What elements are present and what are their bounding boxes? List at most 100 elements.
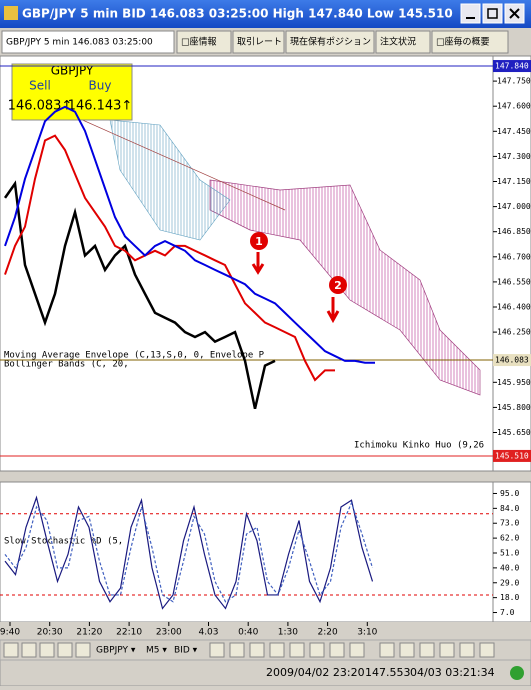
toolbar-button[interactable] — [75, 642, 91, 658]
toolbar-dropdown[interactable]: GBPJPY ▾ — [96, 646, 136, 656]
minimize[interactable] — [460, 3, 481, 24]
price-box-label: 147.840 — [495, 62, 529, 71]
price-box-label: 145.510 — [495, 451, 529, 460]
toolbar-button[interactable] — [439, 642, 455, 658]
price-box-label: 146.083 — [495, 356, 529, 365]
x-tick-label: 21:20 — [76, 628, 102, 638]
x-tick-label: 2:20 — [317, 628, 337, 638]
price-axis — [492, 55, 531, 472]
toolbar-button[interactable] — [479, 642, 495, 658]
y-tick-label: 146.400 — [497, 303, 531, 312]
connection-icon — [510, 666, 524, 680]
toolbar-button[interactable] — [229, 642, 245, 658]
x-tick-label: 23:00 — [156, 628, 182, 638]
marker-label: 2 — [334, 279, 342, 292]
price-line-series — [4, 105, 375, 364]
stoch-line — [4, 501, 374, 603]
marker — [329, 276, 347, 294]
tab[interactable] — [1, 30, 175, 54]
trend-line — [59, 109, 286, 211]
status-clock: 04/03 03:21:34 — [410, 666, 495, 679]
time-axis — [0, 622, 531, 640]
y-tick-label: 147.150 — [497, 177, 531, 186]
stoch-line — [4, 495, 374, 610]
y-tick-label: 147.000 — [497, 202, 531, 211]
tab-label: 取引レート — [237, 37, 282, 48]
y-tick-label: 146.700 — [497, 252, 531, 261]
y-tick-label: 145.800 — [497, 403, 531, 412]
y-tick-label: 146.250 — [497, 328, 531, 337]
x-tick-label: 0:40 — [238, 628, 258, 638]
tab[interactable] — [285, 30, 375, 54]
y-tick-label: 40.0 — [500, 563, 519, 572]
tab[interactable] — [375, 30, 431, 54]
indicator-label: Ichimoku Kinko Huo (9,26 — [354, 441, 484, 451]
toolbar-button[interactable] — [57, 642, 73, 658]
tab[interactable] — [431, 30, 509, 54]
arrow — [251, 252, 265, 275]
toolbar-button[interactable] — [419, 642, 435, 658]
y-tick-label: 18.0 — [500, 593, 519, 602]
toolbar-button[interactable] — [399, 642, 415, 658]
indicator-label: Bollinger Bands (C, 20, — [4, 360, 129, 370]
toolbar-button[interactable] — [459, 642, 475, 658]
toolbar-button[interactable] — [249, 642, 265, 658]
y-tick-label: 7.0 — [500, 608, 515, 617]
toolbar-button[interactable] — [269, 642, 285, 658]
y-tick-label: 147.750 — [497, 77, 531, 86]
toolbar-button[interactable] — [379, 642, 395, 658]
marker-label: 1 — [255, 235, 263, 248]
x-tick-label: 20:30 — [37, 628, 63, 638]
price-line-series — [4, 134, 335, 382]
ichimoku-cloud — [109, 119, 231, 241]
toolbar-button[interactable] — [329, 642, 345, 658]
tab-label: GBP/JPY 5 min 146.083 03:25:00 — [6, 38, 153, 48]
status-date: 2009/04/02 23:20 — [266, 666, 365, 679]
y-tick-label: 145.650 — [497, 428, 531, 437]
y-tick-label: 29.0 — [500, 578, 519, 587]
toolbar-button[interactable] — [39, 642, 55, 658]
tab-label: 注文状況 — [380, 36, 416, 48]
buy-price: 146.143↑ — [68, 99, 133, 114]
toolbar-button[interactable] — [21, 642, 37, 658]
tab[interactable] — [232, 30, 285, 54]
toolbar-button[interactable] — [209, 642, 225, 658]
x-tick-label: 9:40 — [0, 628, 20, 638]
tab-label: □座毎の概要 — [436, 36, 490, 48]
indicator-label: Slow Stochastic %D (5, — [4, 537, 123, 547]
y-tick-label: 51.0 — [500, 549, 519, 558]
stoch-panel — [0, 481, 494, 623]
tab[interactable] — [176, 30, 232, 54]
x-tick-label: 1:30 — [278, 628, 298, 638]
price-box — [493, 449, 531, 462]
maximize[interactable] — [482, 3, 503, 24]
y-tick-label: 147.300 — [497, 152, 531, 161]
y-tick-label: 147.600 — [497, 102, 531, 111]
toolbar-button[interactable] — [309, 642, 325, 658]
toolbar-button[interactable] — [3, 642, 19, 658]
window-buttons — [460, 3, 525, 24]
title-bar — [0, 0, 531, 28]
tab-label: □座情報 — [181, 36, 217, 48]
x-tick-label: 22:10 — [116, 628, 142, 638]
toolbar-button[interactable] — [349, 642, 365, 658]
sell-price: 146.083↑ — [8, 99, 73, 114]
price-line-series — [3, 180, 276, 410]
y-tick-label: 62.0 — [500, 534, 519, 543]
sell-label: Sell — [29, 79, 51, 93]
price-box — [493, 354, 531, 367]
toolbar-dropdown[interactable]: M5 ▾ — [146, 646, 167, 656]
buy-label: Buy — [89, 79, 112, 93]
y-tick-label: 95.0 — [500, 489, 519, 498]
status-price: 147.553 — [365, 666, 411, 679]
y-tick-label: 146.550 — [497, 277, 531, 286]
toolbar — [0, 639, 531, 661]
indicator-label: Moving Average Envelope (C,13,S,0, 0, En… — [4, 351, 265, 361]
y-tick-label: 146.850 — [497, 227, 531, 236]
tab-label: 現在保有ポジション — [290, 36, 371, 48]
y-tick-label: 73.0 — [500, 519, 519, 528]
y-tick-label: 145.950 — [497, 378, 531, 387]
toolbar-dropdown[interactable]: BID ▾ — [174, 646, 198, 656]
toolbar-button[interactable] — [289, 642, 305, 658]
app-icon — [4, 6, 18, 20]
